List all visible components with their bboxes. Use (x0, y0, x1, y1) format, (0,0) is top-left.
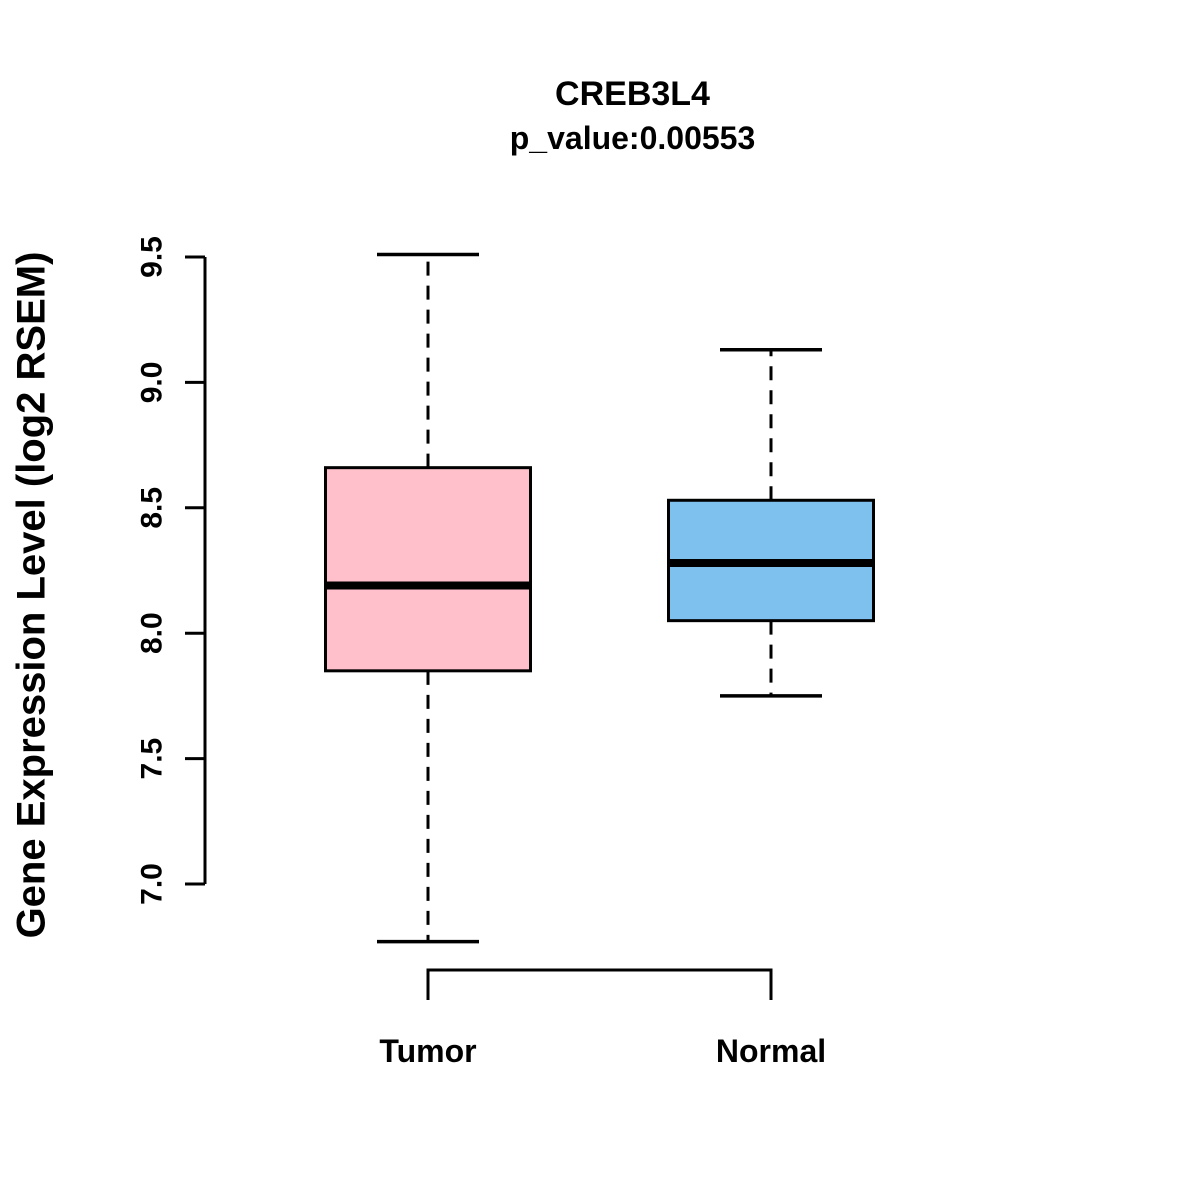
y-tick-label: 8.0 (136, 612, 169, 654)
category-label-normal: Normal (716, 1033, 826, 1069)
x-axis-line (426, 968, 773, 1000)
y-tick-label: 8.5 (136, 487, 169, 529)
y-tick-label: 7.0 (136, 863, 169, 905)
chart-subtitle: p_value:0.00553 (509, 120, 756, 156)
y-tick-label: 7.5 (136, 738, 169, 780)
y-tick-label: 9.5 (136, 236, 169, 278)
box-tumor (324, 466, 532, 673)
y-tick-label: 9.0 (136, 362, 169, 404)
category-label-tumor: Tumor (379, 1033, 476, 1069)
chart-title: CREB3L4 (555, 75, 710, 113)
